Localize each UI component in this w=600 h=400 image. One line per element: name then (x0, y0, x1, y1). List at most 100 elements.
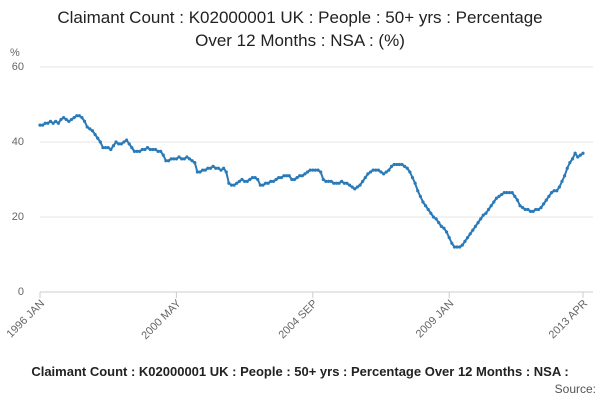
data-point (156, 149, 160, 153)
data-point (397, 162, 401, 167)
data-point (182, 157, 186, 161)
data-point (547, 194, 551, 198)
data-point (578, 153, 582, 157)
data-point (468, 232, 472, 236)
data-point (376, 168, 380, 172)
y-tick-label: 60 (12, 61, 24, 73)
footer: Claimant Count : K02000001 UK : People :… (31, 364, 569, 379)
data-point (334, 181, 339, 185)
data-point (135, 149, 139, 153)
data-point (201, 168, 205, 172)
data-point (345, 181, 349, 185)
data-point (337, 181, 341, 185)
data-point (114, 140, 118, 144)
chart-title: Claimant Count : K02000001 UK : People :… (57, 8, 543, 50)
data-point (444, 230, 449, 234)
data-point (64, 117, 68, 122)
data-point (153, 147, 158, 152)
data-point (473, 224, 478, 228)
data-point (403, 164, 407, 168)
data-point (563, 174, 567, 178)
data-point (166, 159, 171, 163)
data-point (101, 146, 105, 150)
data-point (203, 168, 207, 172)
data-point (544, 198, 548, 202)
data-point (437, 221, 441, 225)
data-point (350, 185, 354, 189)
data-point (465, 236, 470, 240)
data-point (410, 176, 415, 180)
data-point (560, 179, 564, 183)
data-point (363, 176, 367, 180)
data-point (169, 157, 173, 161)
data-point (292, 177, 297, 182)
data-point (340, 179, 344, 183)
data-point (187, 157, 192, 161)
data-point (277, 176, 281, 180)
x-tick-label: 2004 SEP (276, 298, 320, 342)
data-point (38, 123, 42, 127)
data-point (208, 166, 213, 170)
data-point (227, 181, 231, 185)
data-point (109, 147, 113, 152)
data-point (342, 181, 346, 185)
data-point (298, 174, 302, 178)
data-point (557, 185, 561, 189)
data-point (479, 217, 483, 221)
data-point (518, 204, 522, 208)
data-point (69, 117, 74, 122)
data-point (119, 142, 123, 146)
data-point (159, 149, 163, 153)
data-point (555, 189, 559, 193)
data-point (313, 168, 318, 172)
data-point (161, 153, 165, 157)
data-point (253, 176, 257, 180)
data-point (56, 121, 60, 125)
data-point (408, 170, 412, 174)
data-point (395, 162, 399, 167)
data-point (400, 162, 404, 167)
data-point (67, 119, 71, 123)
data-point (132, 149, 137, 153)
data-point (418, 194, 422, 198)
data-point (484, 211, 488, 215)
data-point (214, 166, 218, 170)
data-point (358, 183, 362, 187)
data-point (77, 114, 81, 118)
data-point (489, 204, 493, 208)
data-point (193, 161, 197, 165)
data-point (266, 181, 270, 185)
data-point (311, 168, 315, 172)
data-point (237, 179, 241, 183)
data-point (261, 183, 265, 187)
data-point (371, 168, 375, 172)
data-point (284, 174, 289, 178)
series-line (40, 114, 584, 248)
data-point (471, 228, 475, 232)
data-point (98, 140, 102, 144)
data-point (88, 127, 92, 131)
data-point (51, 121, 55, 125)
data-point (374, 168, 378, 172)
data-point (347, 183, 352, 187)
data-point (117, 142, 121, 146)
data-point (177, 155, 181, 159)
data-point (447, 236, 451, 240)
data-point (103, 146, 108, 150)
data-point (271, 179, 276, 183)
data-point (416, 189, 420, 193)
data-point (303, 172, 307, 176)
data-point (366, 172, 370, 176)
data-point (138, 149, 142, 153)
data-point (581, 151, 585, 155)
y-tick-label: 40 (12, 136, 24, 148)
y-tick-label: 20 (12, 211, 24, 223)
data-point (180, 157, 184, 161)
data-point (174, 157, 179, 161)
data-point (460, 243, 464, 247)
data-point (96, 136, 100, 140)
data-point (494, 196, 499, 200)
data-point (534, 207, 538, 212)
data-point (145, 146, 150, 150)
data-point (54, 119, 58, 123)
